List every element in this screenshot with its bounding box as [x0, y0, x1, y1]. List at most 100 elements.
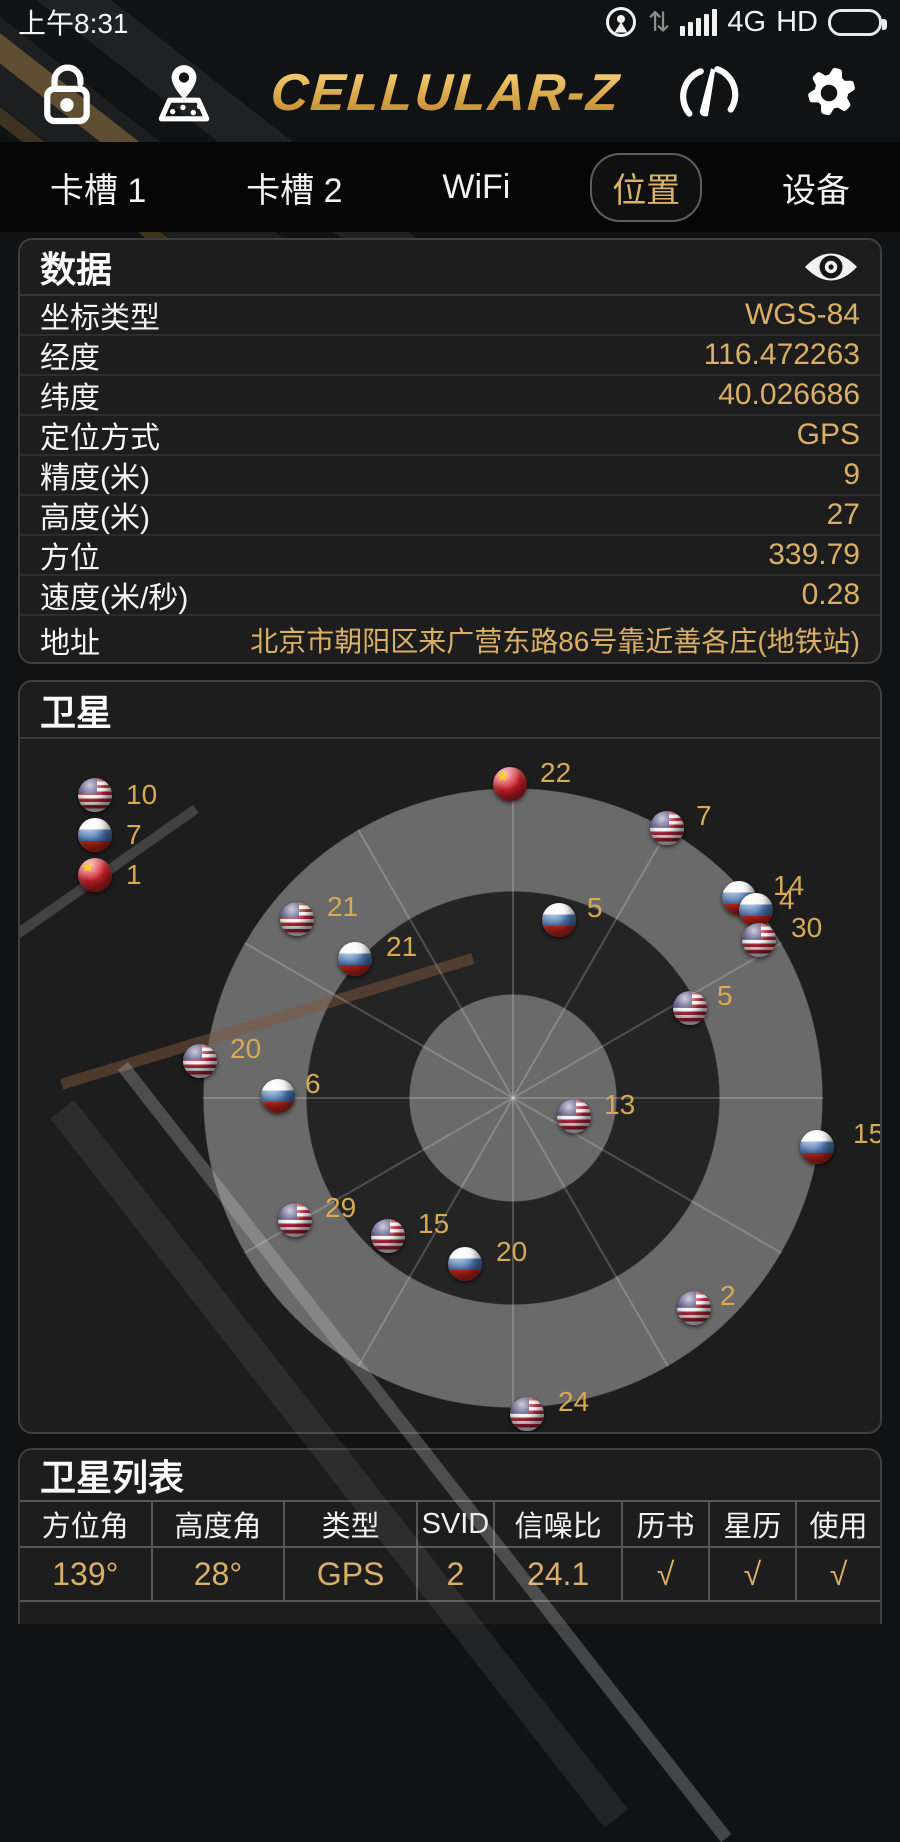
legend-count: 7	[126, 819, 142, 850]
cell-value: 2	[417, 1546, 495, 1602]
tab-3[interactable]: WiFi	[442, 167, 511, 206]
lock-icon[interactable]	[40, 60, 96, 126]
data-row: 高度(米) 27	[20, 496, 880, 536]
satellite-svid-label: 29	[325, 1192, 357, 1223]
satellite-svid-label: 30	[791, 912, 823, 943]
satellite-list-header: 卫星列表	[20, 1450, 880, 1500]
column-header: 信噪比	[494, 1500, 624, 1546]
satellite-svid-label: 22	[540, 757, 572, 788]
map-pin-icon[interactable]	[151, 61, 217, 125]
app-logo: CELLULAR-Z	[269, 64, 623, 122]
status-icons: ⇅ 4G HD	[604, 5, 887, 39]
data-row-value: 339.79	[768, 538, 860, 571]
data-row-label: 经度	[40, 342, 100, 375]
data-panel: 数据 坐标类型 WGS-84 经度 116.472263 纬度 40.026686 定位方式…	[18, 238, 882, 664]
data-row-value: 27	[826, 498, 860, 531]
gear-icon[interactable]	[798, 62, 860, 124]
hotspot-icon	[604, 5, 638, 39]
satellite-svid-label: 21	[327, 891, 359, 922]
ru-flag-satellite-icon	[542, 903, 576, 937]
tab-5[interactable]: 设备	[782, 171, 851, 210]
status-bar: 上午8:31 ⇅ 4G HD	[0, 0, 900, 44]
satellite-panel-title: 卫星	[40, 691, 113, 733]
satellite-svid-label: 21	[386, 931, 418, 962]
data-row: 方位 339.79	[20, 536, 880, 576]
column-header: SVID	[417, 1500, 495, 1546]
cell-value: 24.1	[494, 1546, 624, 1602]
column-header: 历书	[623, 1500, 710, 1546]
data-row: 定位方式 GPS	[20, 416, 880, 456]
column-header: 方位角	[20, 1500, 153, 1546]
data-row-value: 116.472263	[703, 338, 860, 371]
satellite-sky-chart: 107★1 ★227144305521212061315291520224	[20, 739, 880, 1432]
cn-flag-satellite-icon: ★	[78, 858, 112, 892]
gauge-icon[interactable]	[675, 62, 743, 124]
satellite-svid-label: 20	[496, 1236, 528, 1267]
data-row: 地址 北京市朝阳区来广营东路86号靠近善各庄(地铁站)	[20, 616, 880, 662]
satellite-svid-label: 14	[773, 870, 805, 901]
data-row-label: 高度(米)	[40, 502, 150, 535]
us-flag-satellite-icon	[183, 1044, 217, 1078]
data-rows: 坐标类型 WGS-84 经度 116.472263 纬度 40.026686 定位方式 GPS…	[20, 296, 880, 662]
data-row: 经度 116.472263	[20, 336, 880, 376]
us-flag-satellite-icon	[280, 902, 314, 936]
data-panel-header: 数据	[20, 240, 880, 296]
data-row-value: 40.026686	[718, 378, 860, 411]
satellite-svid-label: 13	[604, 1089, 636, 1120]
data-row-value: 北京市朝阳区来广营东路86号靠近善各庄(地铁站)	[250, 626, 860, 657]
ru-flag-satellite-icon	[261, 1079, 295, 1113]
satellite-svid-label: 20	[230, 1033, 262, 1064]
data-row-value: 9	[843, 458, 860, 491]
data-panel-title: 数据	[40, 249, 113, 290]
satellite-list-title: 卫星列表	[40, 1457, 185, 1498]
ru-flag-satellite-icon	[739, 893, 773, 927]
app-header: CELLULAR-Z	[0, 44, 900, 142]
us-flag-satellite-icon	[371, 1219, 405, 1253]
cell-value: 139°	[20, 1546, 153, 1602]
tab-1[interactable]: 卡槽 1	[49, 171, 147, 210]
network-type-label: 4G	[727, 5, 767, 38]
data-row-label: 坐标类型	[40, 302, 160, 335]
satellite-svid-label: 15	[418, 1208, 450, 1239]
column-header: 类型	[285, 1500, 418, 1546]
satellite-list-panel: 卫星列表 方位角 高度角 类型 SVID 信噪比 历书 星历 使用 139° 28° GPS 2 24…	[18, 1448, 882, 1624]
cell-value: 28°	[152, 1546, 286, 1602]
satellite-panel-header: 卫星	[20, 682, 880, 739]
battery-icon	[828, 8, 887, 36]
satellite-panel: 卫星 107★1 ★227144305521212061315291520224	[18, 680, 882, 1434]
cell-value: √	[623, 1546, 710, 1602]
us-flag-satellite-icon	[557, 1099, 591, 1133]
cn-flag-satellite-icon: ★	[493, 767, 527, 801]
data-row-label: 速度(米/秒)	[40, 582, 189, 615]
data-arrows-icon: ⇅	[647, 6, 671, 37]
clock: 上午8:31	[18, 8, 129, 39]
cell-value: √	[709, 1546, 797, 1602]
cell-value: GPS	[285, 1546, 418, 1602]
tab-4[interactable]: 位置	[590, 152, 703, 222]
tab-2[interactable]: 卡槽 2	[246, 171, 343, 210]
data-row-value: WGS-84	[744, 298, 860, 331]
us-flag-satellite-icon	[742, 923, 776, 957]
satellite-svid-label: 4	[779, 884, 795, 915]
satellite-svid-label: 2	[720, 1280, 736, 1311]
satellite-svid-label: 7	[696, 800, 712, 831]
data-row: 速度(米/秒) 0.28	[20, 576, 880, 616]
us-flag-satellite-icon	[278, 1203, 312, 1237]
eye-icon[interactable]	[802, 249, 860, 285]
data-row-label: 精度(米)	[40, 462, 150, 495]
us-flag-satellite-icon	[510, 1397, 544, 1431]
data-row-label: 地址	[40, 627, 100, 660]
satellite-legend: 10 7 ★ 1	[78, 775, 157, 895]
legend-count: 10	[126, 779, 158, 810]
satellite-svid-label: 15	[853, 1118, 880, 1149]
ru-flag-satellite-icon	[78, 818, 112, 852]
satellite-table-head: 方位角 高度角 类型 SVID 信噪比 历书 星历 使用	[20, 1500, 880, 1546]
data-row-label: 纬度	[40, 382, 100, 415]
polar-grid-rings	[203, 788, 823, 1408]
ru-flag-satellite-icon	[338, 942, 372, 976]
satellite-table-row: 139° 28° GPS 2 24.1 √ √ √	[20, 1546, 880, 1602]
china-star: ★	[496, 768, 510, 785]
polar-grid-spoke	[203, 1097, 823, 1099]
legend-item-ru: 7	[78, 815, 157, 855]
column-header: 使用	[796, 1500, 880, 1546]
